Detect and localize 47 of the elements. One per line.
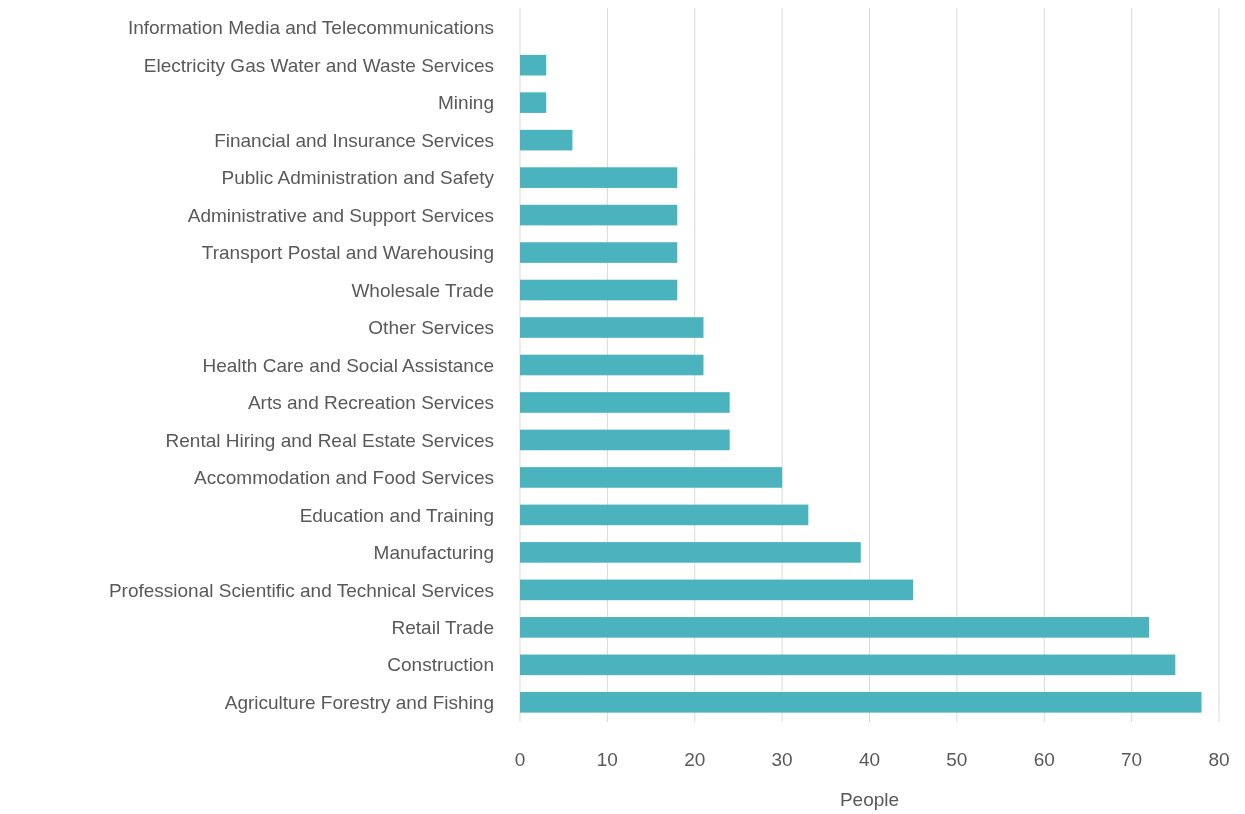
bar	[520, 504, 809, 526]
bar	[520, 429, 730, 451]
y-tick-label: Wholesale Trade	[351, 279, 494, 301]
y-tick-label: Manufacturing	[373, 542, 494, 564]
y-tick-label: Administrative and Support Services	[187, 204, 494, 226]
x-tick-label: 20	[684, 749, 706, 770]
bar	[520, 354, 704, 376]
bar	[520, 654, 1176, 676]
y-tick-label: Public Administration and Safety	[221, 167, 495, 189]
y-tick-label: Financial and Insurance Services	[214, 129, 494, 151]
y-tick-label: Information Media and Telecommunications	[127, 17, 494, 39]
bar	[520, 692, 1202, 713]
y-tick-label: Education and Training	[299, 504, 494, 526]
x-tick-label: 60	[1033, 749, 1055, 770]
x-tick-label: 50	[946, 749, 968, 770]
bar	[520, 467, 783, 488]
x-tick-label: 10	[596, 749, 618, 770]
y-tick-label: Rental Hiring and Real Estate Services	[165, 429, 494, 451]
bar	[520, 242, 678, 263]
bar	[520, 129, 573, 151]
y-tick-label: Retail Trade	[391, 617, 494, 639]
y-tick-label: Professional Scientific and Technical Services	[108, 579, 494, 601]
y-tick-label: Accommodation and Food Services	[194, 467, 494, 489]
y-tick-label: Construction	[387, 654, 494, 676]
y-tick-label: Other Services	[368, 317, 494, 339]
y-tick-label: Arts and Recreation Services	[247, 392, 494, 414]
bar	[520, 317, 704, 338]
x-tick-label: 70	[1121, 749, 1143, 770]
bar	[520, 392, 730, 413]
bar	[520, 542, 861, 563]
bar	[520, 579, 914, 601]
x-tick-label: 30	[771, 749, 793, 770]
x-tick-label: 40	[858, 749, 881, 770]
bar	[520, 167, 678, 188]
bar	[520, 54, 547, 76]
bar	[520, 92, 547, 113]
bar	[520, 204, 678, 226]
x-tick-label: 0	[514, 749, 526, 770]
bar	[520, 617, 1150, 638]
y-tick-label: Mining	[438, 92, 494, 114]
y-tick-label: Agriculture Forestry and Fishing	[224, 691, 494, 713]
y-tick-label: Transport Postal and Warehousing	[201, 242, 494, 264]
bar	[520, 279, 678, 301]
x-tick-label: 80	[1208, 749, 1230, 770]
x-axis-title: People	[839, 789, 900, 810]
y-tick-label: Health Care and Social Assistance	[202, 354, 494, 376]
y-tick-label: Electricity Gas Water and Waste Services	[143, 54, 494, 76]
